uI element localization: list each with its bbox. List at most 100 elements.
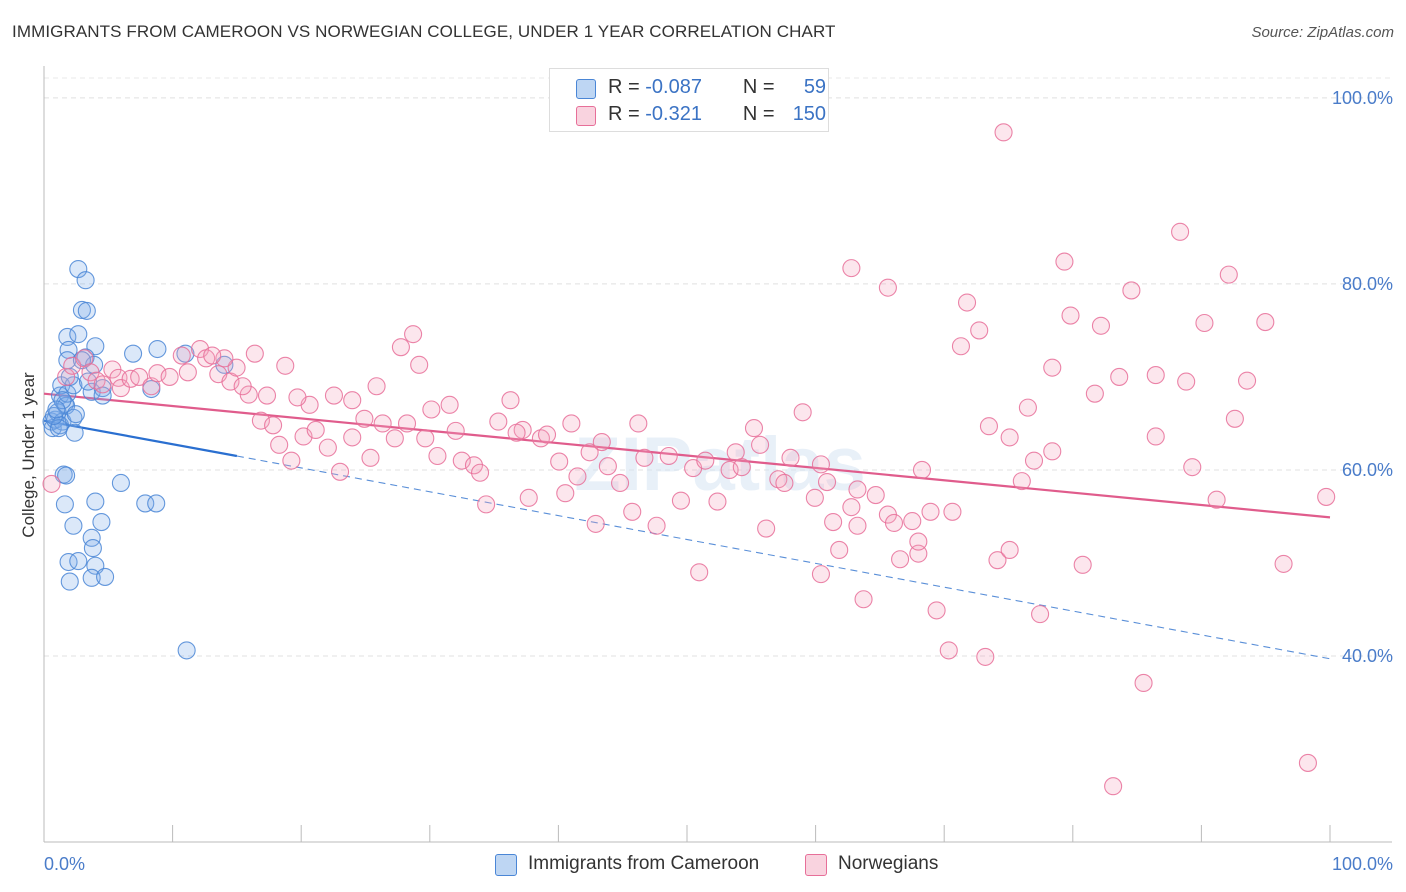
point-norwegians xyxy=(343,391,362,410)
point-norwegians xyxy=(757,519,776,538)
trend-line-cameroon xyxy=(43,419,238,458)
point-norwegians xyxy=(264,416,283,435)
point-norwegians xyxy=(611,473,630,493)
point-norwegians xyxy=(629,414,648,433)
point-norwegians xyxy=(970,321,989,340)
point-norwegians xyxy=(251,411,270,430)
y-tick-label: 40.0% xyxy=(1342,646,1393,666)
point-norwegians xyxy=(1085,384,1104,403)
point-norwegians xyxy=(592,432,611,452)
point-norwegians xyxy=(811,455,830,474)
point-norwegians xyxy=(537,425,557,444)
point-norwegians xyxy=(817,472,837,492)
point-norwegians xyxy=(397,414,417,433)
point-norwegians xyxy=(708,492,727,511)
point-norwegians xyxy=(1061,306,1080,325)
point-norwegians xyxy=(440,395,459,414)
legend-stat-norwegians: R = -0.321 N = 150 xyxy=(608,103,827,125)
point-norwegians xyxy=(330,462,350,481)
point-norwegians xyxy=(422,400,441,419)
point-norwegians xyxy=(1171,222,1190,241)
point-norwegians xyxy=(1225,409,1244,428)
point-norwegians xyxy=(385,429,404,448)
point-norwegians xyxy=(878,278,897,297)
point-norwegians xyxy=(318,438,337,457)
point-cameroon xyxy=(82,382,101,401)
point-norwegians xyxy=(793,403,812,422)
point-norwegians xyxy=(580,443,599,462)
legend-label: Immigrants from Cameroon xyxy=(528,853,760,874)
axes xyxy=(43,66,1392,843)
point-norwegians xyxy=(1043,442,1062,461)
point-norwegians xyxy=(943,502,962,521)
point-norwegians xyxy=(1219,265,1238,284)
point-norwegians xyxy=(988,551,1007,570)
point-cameroon xyxy=(60,572,79,591)
point-norwegians xyxy=(1012,472,1031,491)
point-norwegians xyxy=(848,516,867,535)
source-label: Source: ZipAtlas.com xyxy=(1251,24,1394,41)
point-norwegians xyxy=(446,421,465,440)
point-norwegians xyxy=(659,446,678,466)
point-norwegians xyxy=(909,532,928,551)
point-norwegians xyxy=(245,344,264,363)
point-cameroon xyxy=(65,423,84,442)
point-norwegians xyxy=(550,452,569,471)
point-cameroon xyxy=(66,405,85,424)
point-norwegians xyxy=(884,513,904,533)
legend-swatch xyxy=(495,854,517,876)
point-norwegians xyxy=(270,435,289,454)
point-norwegians xyxy=(568,467,587,486)
point-norwegians xyxy=(671,491,690,510)
point-norwegians xyxy=(842,259,861,278)
point-norwegians xyxy=(489,412,508,431)
point-norwegians xyxy=(1073,555,1092,574)
x-tick-label: 0.0% xyxy=(44,854,85,874)
point-cameroon xyxy=(147,494,166,513)
point-norwegians xyxy=(501,391,520,410)
point-cameroon xyxy=(86,492,105,511)
point-norwegians xyxy=(1043,358,1062,377)
point-cameroon xyxy=(58,327,77,346)
point-norwegians xyxy=(1018,398,1037,417)
y-tick-label: 80.0% xyxy=(1342,274,1393,294)
point-norwegians xyxy=(276,356,295,375)
point-cameroon xyxy=(82,568,101,587)
point-cameroon xyxy=(111,473,130,493)
point-cameroon xyxy=(69,259,88,279)
tick-labels: 40.0% 60.0% 80.0% 100.0% 0.0% 100.0% xyxy=(44,88,1393,874)
point-norwegians xyxy=(1000,540,1019,559)
point-norwegians xyxy=(1298,753,1317,772)
point-cameroon xyxy=(83,539,102,558)
point-norwegians xyxy=(696,451,715,470)
point-norwegians xyxy=(130,367,149,386)
trend-lines xyxy=(43,392,1331,660)
point-norwegians xyxy=(976,647,995,666)
point-norwegians xyxy=(1177,372,1196,391)
point-norwegians xyxy=(1024,451,1044,470)
point-norwegians xyxy=(562,414,581,433)
point-norwegians xyxy=(1238,371,1257,390)
point-norwegians xyxy=(921,502,940,521)
point-cameroon xyxy=(69,325,88,344)
data-points xyxy=(42,123,1336,796)
point-norwegians xyxy=(178,363,197,382)
point-norwegians xyxy=(57,367,76,386)
point-norwegians xyxy=(203,346,222,365)
legend-row-norwegians: R = -0.321 N = 150 xyxy=(550,101,828,129)
legend-label: Norwegians xyxy=(838,853,939,874)
point-norwegians xyxy=(471,463,490,482)
point-norwegians xyxy=(556,484,575,503)
point-norwegians xyxy=(1317,487,1336,506)
y-axis-label: College, Under 1 year xyxy=(19,372,38,538)
point-norwegians xyxy=(367,377,386,396)
point-norwegians xyxy=(751,435,770,454)
point-cameroon xyxy=(77,301,96,320)
point-norwegians xyxy=(732,458,751,477)
point-norwegians xyxy=(1195,313,1214,333)
point-norwegians xyxy=(994,123,1013,142)
point-norwegians xyxy=(355,409,374,428)
legend-row-cameroon: R = -0.087 N = 59 xyxy=(550,74,828,102)
point-cameroon xyxy=(124,344,143,363)
point-norwegians xyxy=(452,451,471,470)
